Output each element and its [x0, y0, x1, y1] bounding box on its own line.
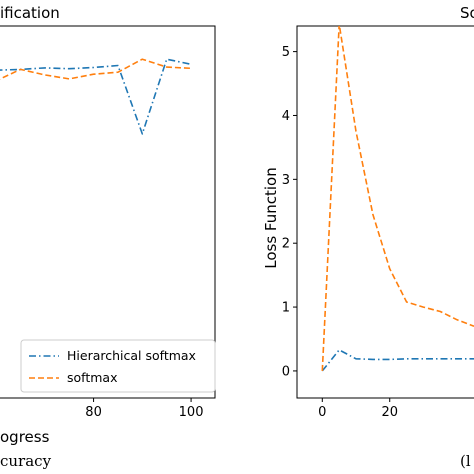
y-tick-label: 1: [282, 301, 290, 316]
right-panel: So 0 20 0 1 2 3 4 5 Loss Function (l: [262, 4, 474, 470]
right-caption: (l: [460, 452, 471, 470]
series-line-softmax: [321, 26, 474, 371]
x-tick-label: 0: [318, 405, 326, 420]
y-tick-label: 4: [282, 109, 290, 124]
left-series-group: [0, 58, 192, 135]
left-panel: ification 80 100 Hierarchical softmax sof…: [0, 4, 216, 470]
left-chart-title: ification: [0, 4, 60, 22]
left-axes-frame: [0, 25, 216, 399]
legend-label-softmax: softmax: [67, 370, 117, 385]
right-chart-title: So: [460, 4, 474, 22]
x-tick-label: 20: [381, 405, 398, 420]
left-legend: Hierarchical softmax softmax: [20, 339, 216, 393]
right-x-ticks: 0 20: [318, 398, 398, 420]
y-tick-label: 3: [282, 173, 290, 188]
legend-label-hierarchical: Hierarchical softmax: [67, 348, 196, 363]
x-tick-label: 100: [179, 405, 204, 420]
right-series-group: [321, 26, 474, 372]
y-tick-label: 5: [282, 45, 290, 60]
series-line-softmax: [0, 58, 192, 80]
x-tick-label: 80: [85, 405, 102, 420]
y-tick-label: 0: [282, 364, 290, 379]
legend-box: [20, 339, 216, 393]
left-x-axis-label: ogress: [0, 428, 50, 446]
left-x-ticks: 80 100: [85, 398, 203, 420]
right-y-ticks: 0 1 2 3 4 5: [282, 45, 297, 379]
series-line-hierarchical-softmax: [321, 349, 474, 372]
y-tick-label: 2: [282, 237, 290, 252]
series-line-hierarchical-softmax: [0, 58, 192, 135]
right-y-axis-label: Loss Function: [262, 167, 280, 268]
left-caption: curacy: [0, 452, 52, 470]
right-axes-frame: [296, 25, 474, 399]
